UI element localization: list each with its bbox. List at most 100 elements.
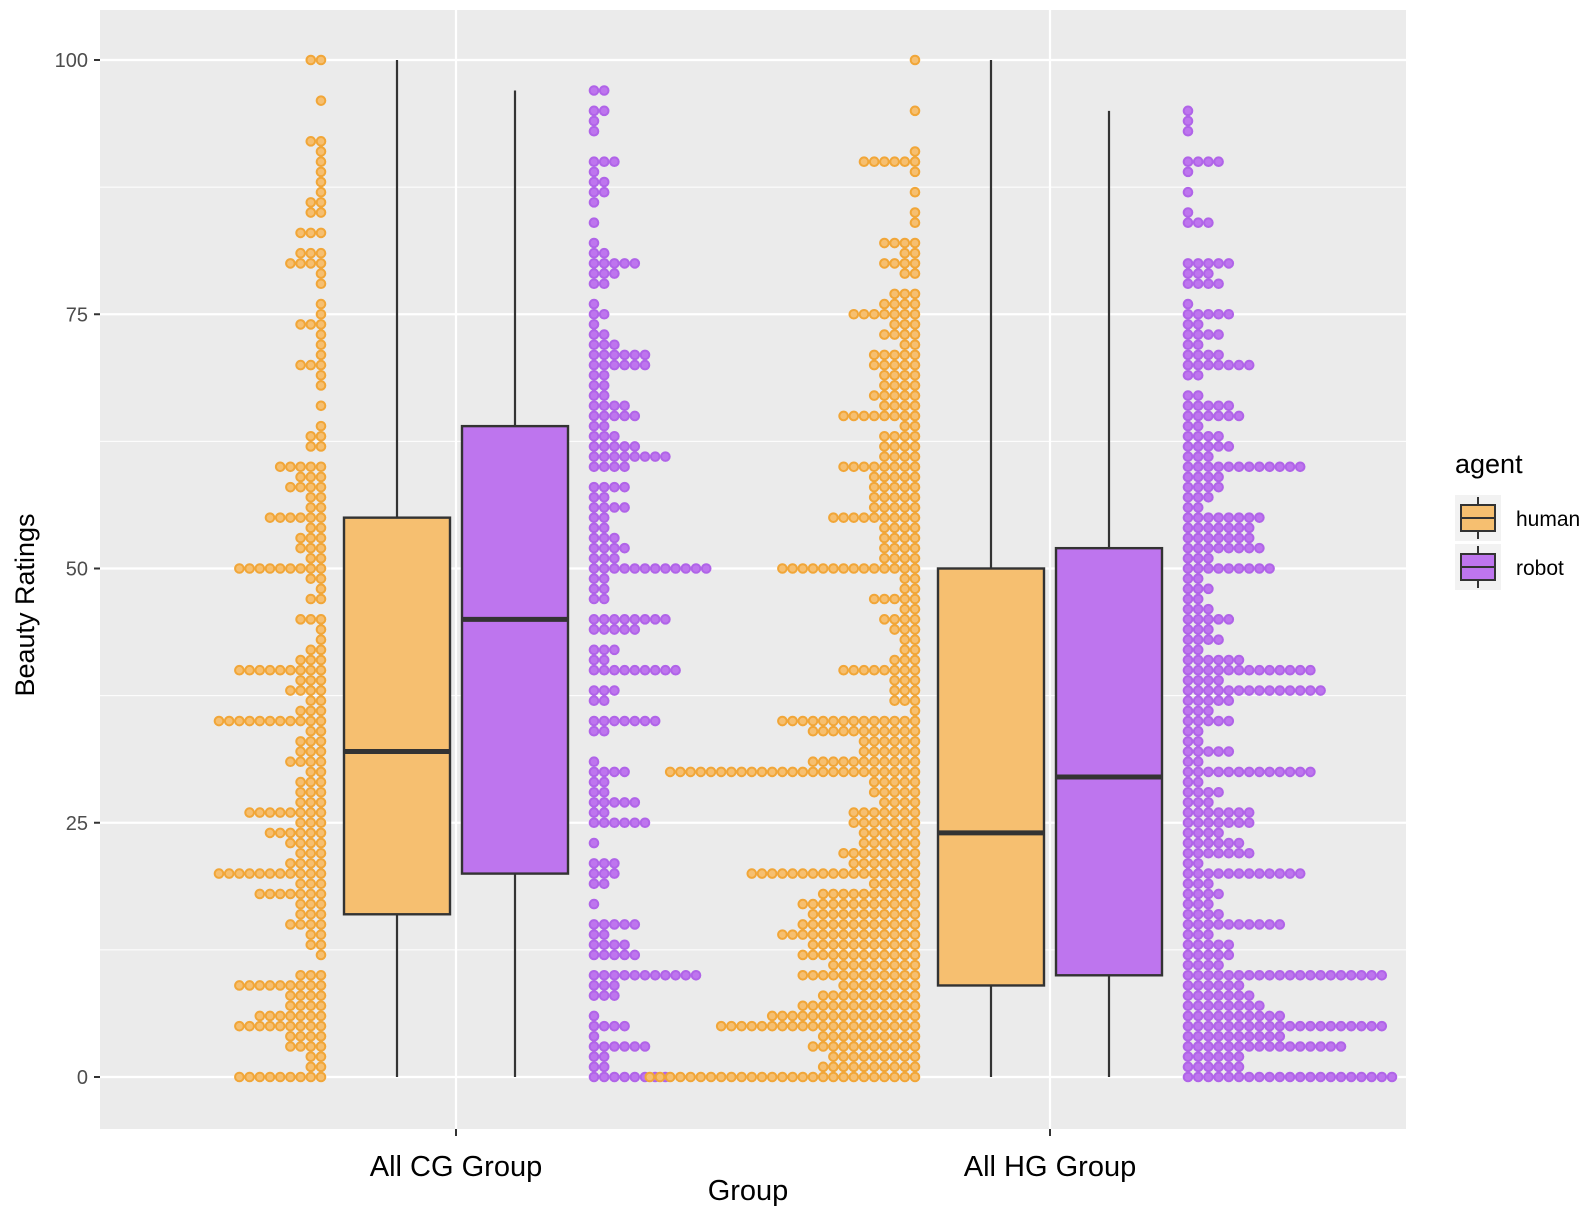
- dot: [629, 451, 641, 462]
- dot: [858, 563, 870, 574]
- dot: [285, 563, 296, 574]
- dot: [1182, 268, 1194, 279]
- dot: [315, 298, 327, 310]
- dot: [858, 664, 870, 676]
- dot: [1223, 441, 1235, 452]
- dot: [899, 715, 911, 727]
- dot: [1233, 919, 1245, 930]
- dot: [909, 1010, 921, 1022]
- dot: [305, 136, 317, 147]
- dot: [848, 410, 860, 422]
- dot: [909, 929, 921, 940]
- dot: [588, 339, 600, 351]
- dot: [879, 756, 890, 768]
- dot: [295, 471, 306, 483]
- dot-plots: [213, 54, 1398, 1083]
- dot: [858, 756, 870, 768]
- dot: [879, 481, 890, 493]
- dot: [1203, 542, 1214, 554]
- dot: [879, 1071, 890, 1083]
- dot: [828, 725, 839, 737]
- dot: [1223, 685, 1235, 696]
- dot: [858, 512, 870, 523]
- dot: [1203, 990, 1214, 1001]
- dot: [315, 1071, 327, 1083]
- dot: [868, 390, 880, 401]
- dot: [1213, 980, 1224, 991]
- dot: [295, 919, 306, 930]
- dot: [315, 359, 327, 371]
- dot: [305, 502, 317, 513]
- dot: [1254, 685, 1265, 696]
- dot: [588, 858, 600, 869]
- dot: [879, 258, 890, 269]
- dot: [848, 1061, 860, 1073]
- dot: [1223, 1041, 1235, 1052]
- dot: [315, 319, 327, 330]
- dot: [598, 247, 610, 259]
- dot: [1182, 715, 1194, 727]
- dot: [315, 512, 327, 523]
- dot: [598, 664, 610, 676]
- dot: [807, 1041, 819, 1052]
- dot: [858, 807, 870, 818]
- dot: [609, 1071, 620, 1083]
- dot: [629, 614, 641, 625]
- dot: [629, 1041, 641, 1052]
- dot: [889, 369, 900, 381]
- dot: [899, 664, 911, 676]
- dot: [817, 919, 829, 930]
- dot: [305, 512, 317, 523]
- dot: [609, 797, 620, 808]
- dot: [909, 756, 921, 768]
- dot: [588, 85, 600, 96]
- dot: [690, 563, 702, 574]
- dot: [1203, 970, 1214, 981]
- dot: [1356, 1020, 1367, 1032]
- dot: [264, 664, 276, 676]
- dot: [1203, 1031, 1214, 1042]
- dot: [1294, 970, 1306, 981]
- dot: [899, 298, 911, 310]
- dot: [889, 319, 900, 330]
- dot: [254, 715, 266, 727]
- dot: [588, 502, 600, 513]
- dot: [295, 817, 306, 829]
- dot: [1182, 359, 1194, 371]
- dot: [588, 268, 600, 279]
- boxplot-human: [342, 60, 452, 1077]
- dot: [588, 878, 600, 890]
- dot: [848, 1071, 860, 1083]
- dot: [1294, 1020, 1306, 1032]
- dot: [879, 990, 890, 1001]
- dot: [909, 532, 921, 544]
- dot: [848, 868, 860, 879]
- dot: [899, 430, 911, 442]
- dot: [609, 919, 620, 930]
- dot: [848, 1031, 860, 1042]
- dot: [797, 1071, 809, 1083]
- dot: [1213, 827, 1224, 839]
- dot: [629, 919, 641, 930]
- dot: [1233, 664, 1245, 676]
- dot: [889, 888, 900, 900]
- dot: [1182, 542, 1194, 554]
- dot: [1182, 959, 1194, 971]
- dot: [828, 715, 839, 727]
- dot: [858, 898, 870, 910]
- dot: [670, 563, 681, 574]
- dot: [1223, 1061, 1235, 1073]
- dot: [858, 858, 870, 869]
- dot: [588, 1031, 600, 1042]
- dot: [766, 766, 778, 778]
- iqr-box: [342, 516, 452, 916]
- dot: [889, 980, 900, 991]
- dot: [807, 898, 819, 910]
- dot: [838, 929, 849, 940]
- dot: [777, 1020, 788, 1032]
- dot: [609, 614, 620, 625]
- dot: [909, 715, 921, 727]
- dot: [899, 1071, 911, 1083]
- dot: [315, 980, 327, 991]
- dot: [817, 888, 829, 900]
